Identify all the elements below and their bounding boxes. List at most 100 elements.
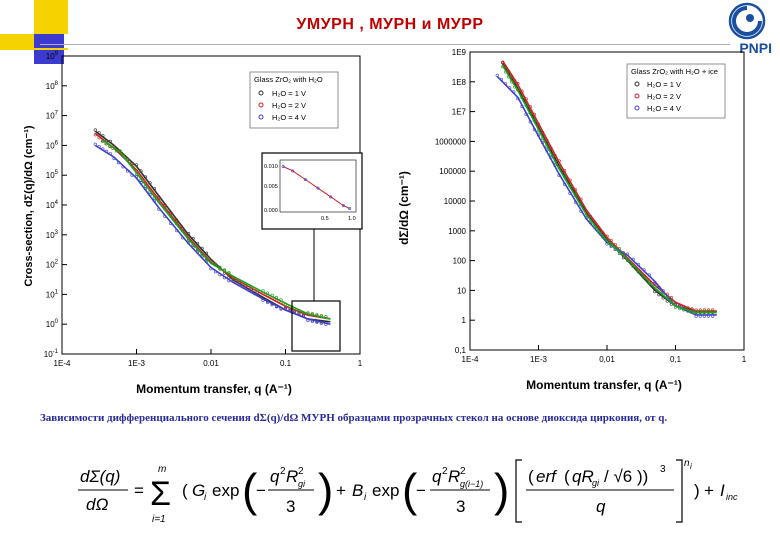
data-point	[181, 236, 185, 240]
data-point	[673, 305, 678, 309]
data-point	[104, 142, 108, 146]
data-point	[653, 281, 657, 285]
data-point	[175, 219, 179, 223]
data-point	[504, 70, 508, 74]
data-point	[274, 305, 279, 309]
data-point	[711, 314, 715, 318]
right-legend: Glass ZrO₂ with H₂O + ice H₂O = 1 V H₂O …	[626, 63, 726, 119]
right-legend-item-3: H₂O = 4 V	[647, 104, 681, 113]
data-point	[528, 120, 532, 124]
data-point	[191, 245, 195, 249]
data-point	[698, 309, 702, 313]
data-point	[181, 229, 185, 233]
data-point	[324, 322, 328, 326]
left-legend-item-2: H₂O = 2 V	[272, 101, 306, 110]
x-tick-label: 0.1	[280, 359, 292, 368]
data-point	[553, 163, 557, 167]
svg-text:=: =	[134, 481, 144, 500]
right-legend-marker-3	[634, 105, 640, 111]
data-point	[143, 184, 148, 188]
data-point	[292, 307, 297, 311]
svg-text:g(i−1): g(i−1)	[460, 479, 483, 489]
data-point	[545, 138, 549, 142]
data-point	[200, 253, 204, 257]
right-x-ticks: 1E-4 1E-3 0,01 0,1 1	[462, 345, 747, 364]
data-point	[297, 311, 301, 315]
data-point	[237, 281, 241, 285]
data-point	[93, 128, 97, 132]
inset-ytick-1: 0.010	[264, 164, 278, 170]
data-point	[169, 214, 173, 218]
data-point	[306, 311, 310, 315]
y-tick-label: 10	[457, 286, 466, 295]
svg-text:): )	[694, 481, 700, 500]
deco-yellow-square	[34, 0, 68, 34]
legend-marker-3	[258, 114, 264, 120]
data-point	[191, 243, 195, 248]
data-point	[292, 309, 297, 313]
data-point	[121, 153, 125, 157]
data-point	[237, 283, 241, 287]
deco-yellow-bar	[0, 34, 34, 48]
data-point	[108, 152, 112, 156]
data-point	[702, 314, 706, 318]
data-point	[124, 157, 129, 161]
data-point	[626, 258, 630, 263]
data-point	[108, 139, 112, 143]
right-x-axis-label: Momentum transfer, q (A⁻¹)	[526, 378, 682, 392]
data-point	[204, 258, 209, 262]
data-point	[243, 284, 247, 288]
svg-text:3: 3	[456, 497, 465, 516]
data-point	[562, 168, 567, 173]
data-point	[541, 140, 545, 145]
data-point	[573, 188, 578, 192]
svg-text:2: 2	[280, 466, 286, 477]
data-point	[186, 232, 191, 236]
data-point	[175, 229, 179, 233]
data-point	[222, 276, 227, 280]
x-tick-label: 1	[358, 359, 363, 368]
data-point	[195, 250, 200, 254]
data-point	[231, 279, 236, 283]
y-tick-label: 0,1	[455, 346, 467, 355]
left-legend-item-3: H₂O = 4 V	[272, 113, 306, 122]
inset-point	[303, 178, 307, 182]
y-tick-label: 1000000	[435, 137, 467, 146]
data-point	[324, 315, 328, 319]
data-point	[191, 236, 195, 241]
data-point	[524, 112, 528, 116]
svg-text:gi: gi	[298, 479, 306, 489]
left-legend-title: Glass ZrO₂ with H₂O	[254, 75, 323, 84]
data-point	[532, 118, 536, 123]
data-point	[653, 290, 657, 294]
data-point	[626, 257, 630, 262]
data-point	[181, 227, 185, 231]
data-point	[553, 154, 557, 158]
data-point	[501, 60, 505, 64]
data-point	[121, 165, 125, 169]
data-point	[579, 202, 583, 206]
corner-decoration	[0, 0, 70, 70]
right-legend-title: Glass ZrO₂ with H₂O + ice	[631, 67, 718, 76]
data-point	[125, 169, 130, 173]
data-point	[508, 86, 512, 90]
data-point	[499, 77, 503, 82]
x-tick-label: 1E-3	[530, 355, 547, 364]
data-point	[107, 144, 112, 148]
data-point	[261, 289, 265, 293]
svg-text:exp: exp	[212, 481, 239, 500]
data-point	[218, 265, 222, 270]
data-point	[605, 238, 609, 242]
data-point	[306, 318, 310, 322]
left-legend: Glass ZrO₂ with H₂O H₂O = 1 V H₂O = 2 V …	[249, 71, 339, 129]
data-point	[213, 270, 218, 274]
right-legend-marker-1	[634, 81, 640, 87]
logo-text: PNPI	[739, 40, 772, 56]
data-point	[218, 273, 222, 277]
data-point	[636, 270, 641, 274]
data-point	[588, 219, 593, 223]
data-point	[195, 248, 200, 252]
data-point	[143, 175, 148, 179]
data-point	[130, 173, 134, 177]
